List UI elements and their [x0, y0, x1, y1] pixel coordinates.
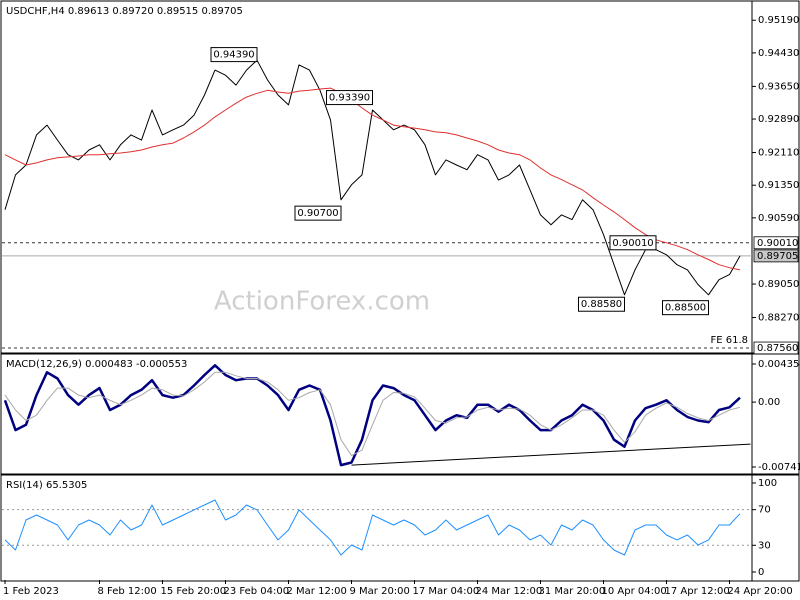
x-tick-label: 24 Mar 12:00: [476, 586, 543, 597]
y-tick-label: 0.93650: [758, 81, 799, 92]
y-tick-label: 0: [758, 567, 764, 578]
x-tick-label: 17 Mar 04:00: [413, 586, 480, 597]
level-note: FE 61.8: [710, 335, 748, 346]
annotation-label: 0.90010: [612, 238, 653, 249]
series-line: [4, 59, 741, 296]
pane-border: [0, 0, 800, 354]
x-tick-label: 24 Apr 20:00: [728, 586, 793, 597]
level-label-box: [753, 236, 799, 250]
x-tick-label: 17 Apr 12:00: [665, 586, 730, 597]
annotation-box: [609, 235, 657, 251]
pane-title: USDCHF,H4 0.89613 0.89720 0.89515 0.8970…: [6, 6, 243, 17]
x-tick-label: 1 Feb 2023: [3, 586, 59, 597]
annotation-box: [578, 296, 625, 312]
y-tick-label: -0.007417: [758, 462, 800, 473]
level-label: 0.89705: [757, 251, 798, 262]
y-tick-label: 0.89050: [758, 279, 799, 290]
level-label: 0.87560: [757, 343, 798, 354]
annotation-label: 0.90700: [297, 208, 338, 219]
x-tick-label: 15 Feb 20:00: [161, 586, 227, 597]
annotation-label: 0.88580: [581, 299, 622, 310]
y-tick-label: 30: [758, 540, 771, 551]
annotation-label: 0.93390: [329, 93, 370, 104]
watermark: ActionForex.com: [214, 287, 430, 317]
x-tick-label: 9 Mar 20:00: [350, 586, 410, 597]
annotation-box: [210, 47, 258, 63]
annotation-box: [294, 205, 342, 221]
y-tick-label: 0.88270: [758, 313, 799, 324]
x-tick-label: 10 Apr 04:00: [602, 586, 667, 597]
pane-title: RSI(14) 65.5305: [6, 480, 87, 491]
level-label-box: [753, 249, 799, 263]
series-line: [3, 364, 741, 467]
series-line: [4, 371, 741, 456]
y-tick-label: 100: [758, 478, 777, 489]
annotation-label: 0.88500: [665, 303, 706, 314]
annotation-box: [326, 90, 373, 106]
x-tick-label: 23 Feb 04:00: [224, 586, 290, 597]
pane-title: MACD(12,26,9) 0.000483 -0.000553: [6, 359, 187, 370]
series-line: [4, 499, 741, 556]
y-tick-label: 0.004354: [758, 359, 800, 370]
annotation-box: [662, 300, 709, 316]
series-line: [4, 87, 741, 271]
level-label: 0.90010: [757, 238, 798, 249]
annotation-label: 0.94390: [213, 50, 254, 61]
y-tick-label: 0.92890: [758, 114, 799, 125]
y-tick-label: 0.91350: [758, 180, 799, 191]
x-tick-label: 2 Mar 12:00: [287, 586, 347, 597]
y-tick-label: 0.00: [758, 397, 780, 408]
pane-border: [0, 474, 800, 582]
trendline: [351, 443, 751, 466]
y-tick-label: 0.90590: [758, 213, 799, 224]
y-tick-label: 0.95190: [758, 15, 799, 26]
x-tick-label: 31 Mar 20:00: [539, 586, 606, 597]
x-tick-label: 8 Feb 12:00: [98, 586, 157, 597]
y-tick-label: 70: [758, 505, 771, 516]
y-tick-label: 0.94430: [758, 48, 799, 59]
y-tick-label: 0.92110: [758, 148, 799, 159]
pane-border: [0, 353, 800, 475]
